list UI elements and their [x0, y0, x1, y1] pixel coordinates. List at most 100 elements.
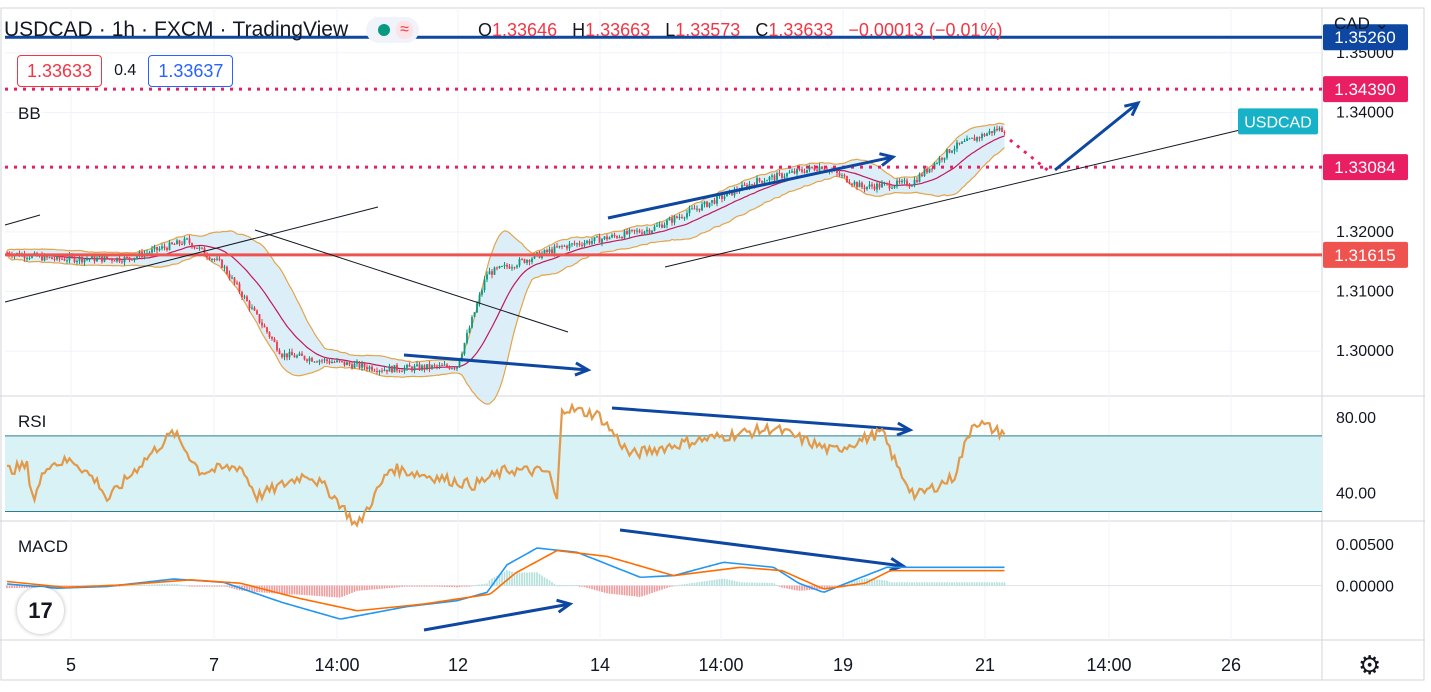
candle — [291, 351, 293, 356]
candle — [66, 260, 68, 262]
tradingview-logo-icon[interactable]: 17 — [17, 587, 64, 634]
time-tick-label: 19 — [833, 655, 853, 675]
candle — [873, 186, 876, 190]
macd-histogram-bar — [216, 585, 218, 587]
candle — [883, 183, 886, 185]
macd-histogram-bar — [1001, 582, 1003, 586]
macd-histogram-bar — [8, 585, 11, 589]
macd-histogram-bar — [998, 582, 1001, 586]
macd-histogram-bar — [333, 585, 336, 598]
market-status-pill[interactable]: ≈ — [366, 17, 419, 43]
macd-histogram-bar — [253, 585, 256, 592]
candle — [1001, 127, 1003, 132]
candle — [188, 238, 191, 244]
candle — [43, 254, 46, 261]
macd-histogram-bar — [281, 585, 283, 595]
candle — [693, 208, 696, 210]
macd-histogram-bar — [406, 585, 408, 587]
symbol-tag — [1238, 108, 1318, 135]
candle — [83, 259, 86, 263]
price-tick-label: 1.30000 — [1336, 343, 1394, 360]
macd-histogram-bar — [381, 585, 383, 589]
candle — [743, 184, 746, 186]
high-value: 1.33663 — [585, 20, 651, 40]
annotations — [4, 100, 1241, 632]
horizontal-lines — [5, 35, 1322, 257]
sell-price-button[interactable]: 1.33633 — [17, 55, 103, 87]
macd-histogram-bar — [411, 585, 413, 587]
candle — [896, 180, 898, 187]
gear-icon[interactable]: ⚙ — [1358, 650, 1382, 680]
grid — [0, 7, 1425, 681]
macd-tick-label: 0.00000 — [1336, 579, 1394, 596]
macd-histogram-bar — [401, 585, 403, 587]
candle — [481, 290, 483, 295]
candle — [996, 128, 998, 131]
candle — [636, 230, 638, 232]
macd-histogram-bar — [816, 585, 818, 590]
macd-histogram-bar — [971, 582, 973, 586]
time-tick-label: 5 — [66, 655, 76, 675]
interval[interactable]: 1h — [111, 18, 136, 41]
macd-histogram-bar — [941, 582, 943, 586]
macd-label[interactable]: MACD — [16, 537, 71, 557]
candle — [118, 257, 121, 262]
macd-histogram-bar — [556, 585, 558, 587]
macd-histogram-bar — [608, 585, 611, 594]
buy-price-button[interactable]: 1.33637 — [148, 55, 234, 87]
macd-histogram-bar — [526, 572, 528, 586]
candle — [268, 332, 271, 337]
macd-histogram-bar — [828, 585, 831, 588]
candle — [28, 257, 31, 259]
candle — [643, 231, 646, 234]
level-tag — [1323, 76, 1408, 103]
rsi-label[interactable]: RSI — [16, 412, 49, 432]
macd-histogram-bar — [963, 582, 966, 586]
symbol-tag-label: USDCAD — [1244, 114, 1312, 131]
projection-arrow-head — [1124, 100, 1141, 117]
macd-histogram-bar — [681, 584, 683, 586]
candle — [78, 257, 81, 261]
macd-histogram-bar — [523, 572, 526, 586]
candle — [591, 241, 593, 244]
symbol[interactable]: USDCAD — [4, 18, 93, 41]
macd-histogram-bar — [358, 585, 361, 591]
candle — [843, 175, 846, 177]
candle — [558, 245, 561, 248]
macd-histogram-bar — [356, 585, 358, 591]
candle — [631, 229, 633, 231]
macd-histogram-bar — [21, 585, 23, 588]
macd-histogram-bar — [791, 585, 793, 590]
macd-histogram-bar — [416, 585, 418, 587]
macd-histogram-bar — [243, 585, 246, 591]
macd-histogram-bar — [296, 585, 298, 595]
signal-line — [6, 549, 1005, 612]
level-tag — [1323, 154, 1408, 181]
candle — [653, 226, 656, 231]
currency-selector[interactable]: CAD ⌄ — [1334, 14, 1389, 34]
macd-histogram-bar — [398, 585, 401, 588]
level-tag-label: 1.34390 — [1334, 80, 1395, 99]
macd-histogram-bar — [351, 585, 353, 593]
macd-histogram-bar — [823, 585, 826, 589]
candle — [946, 149, 948, 158]
macd-histogram-bar — [953, 582, 956, 586]
candle — [53, 259, 56, 261]
bb-label[interactable]: BB — [16, 104, 43, 124]
macd-histogram-bar — [633, 585, 636, 597]
macd-histogram-bar — [386, 585, 388, 589]
macd-histogram-bar — [318, 585, 321, 597]
candle — [191, 243, 193, 248]
candle — [263, 325, 266, 328]
candle — [763, 181, 766, 183]
macd-histogram-bar — [368, 585, 371, 590]
candle — [418, 364, 421, 370]
candle — [123, 256, 126, 263]
candle — [748, 184, 751, 189]
candle — [338, 360, 341, 362]
candle — [726, 192, 728, 197]
candle — [388, 366, 391, 372]
macd-histogram-bar — [913, 582, 916, 586]
